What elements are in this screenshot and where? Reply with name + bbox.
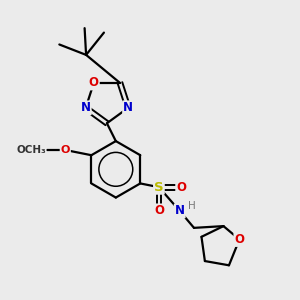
Text: O: O <box>176 181 186 194</box>
Text: H: H <box>188 202 196 212</box>
Text: S: S <box>154 181 164 194</box>
Text: N: N <box>175 204 185 218</box>
Text: N: N <box>81 101 91 114</box>
Text: N: N <box>123 101 133 114</box>
Text: O: O <box>234 233 244 246</box>
Text: O: O <box>89 76 99 89</box>
Text: OCH₃: OCH₃ <box>16 145 46 155</box>
Text: O: O <box>61 145 70 155</box>
Text: O: O <box>154 204 164 218</box>
